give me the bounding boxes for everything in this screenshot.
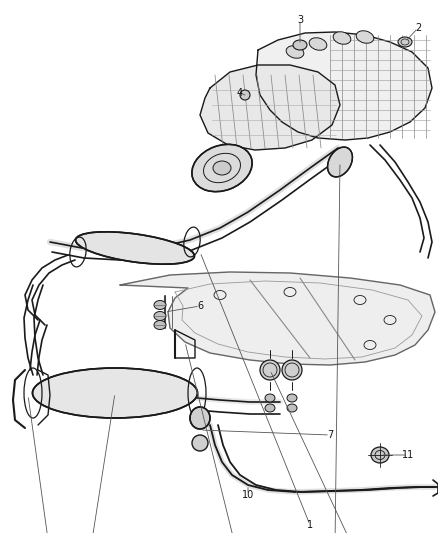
Ellipse shape bbox=[282, 360, 302, 380]
Ellipse shape bbox=[154, 320, 166, 329]
Text: 11: 11 bbox=[402, 450, 414, 460]
Polygon shape bbox=[120, 272, 435, 365]
Polygon shape bbox=[256, 32, 432, 140]
Ellipse shape bbox=[398, 37, 412, 47]
Ellipse shape bbox=[213, 161, 231, 175]
Ellipse shape bbox=[32, 368, 198, 418]
Ellipse shape bbox=[356, 31, 374, 43]
Ellipse shape bbox=[192, 435, 208, 451]
Ellipse shape bbox=[265, 394, 275, 402]
Ellipse shape bbox=[287, 404, 297, 412]
Text: 3: 3 bbox=[297, 15, 303, 25]
Text: 2: 2 bbox=[415, 23, 421, 33]
Polygon shape bbox=[200, 65, 340, 150]
Ellipse shape bbox=[154, 301, 166, 310]
Ellipse shape bbox=[286, 46, 304, 58]
Ellipse shape bbox=[309, 38, 327, 50]
Ellipse shape bbox=[265, 404, 275, 412]
Text: 10: 10 bbox=[242, 490, 254, 500]
Ellipse shape bbox=[240, 90, 250, 100]
Ellipse shape bbox=[192, 144, 252, 192]
Text: 6: 6 bbox=[197, 301, 203, 311]
Ellipse shape bbox=[287, 394, 297, 402]
Text: 4: 4 bbox=[237, 88, 243, 98]
Ellipse shape bbox=[260, 360, 280, 380]
Ellipse shape bbox=[293, 40, 307, 50]
Ellipse shape bbox=[75, 232, 194, 264]
Ellipse shape bbox=[190, 407, 210, 429]
Text: 7: 7 bbox=[327, 430, 333, 440]
Text: 1: 1 bbox=[307, 520, 313, 530]
Ellipse shape bbox=[371, 447, 389, 463]
Ellipse shape bbox=[328, 147, 353, 177]
Ellipse shape bbox=[333, 32, 351, 44]
Ellipse shape bbox=[154, 311, 166, 320]
